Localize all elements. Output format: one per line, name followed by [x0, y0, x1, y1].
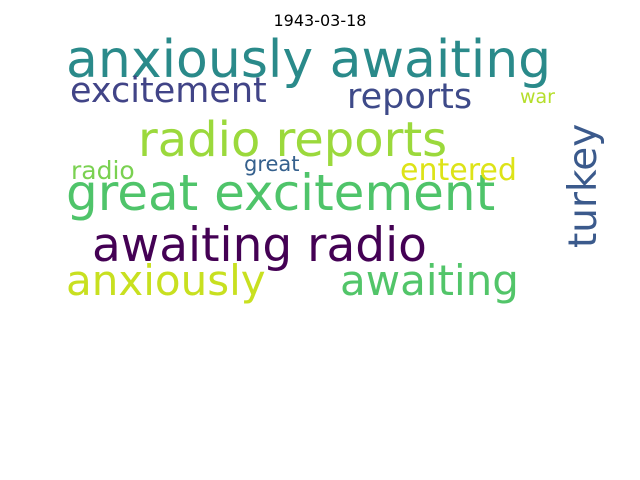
cloud-word: radio [71, 156, 135, 185]
page-title: 1943-03-18 [273, 11, 367, 30]
cloud-word: war [520, 86, 555, 108]
cloud-word: reports [347, 77, 473, 117]
cloud-word: excitement [70, 71, 267, 111]
cloud-word: turkey [561, 123, 606, 248]
cloud-word: awaiting [340, 256, 519, 305]
cloud-word: awaiting radio [92, 218, 427, 273]
cloud-word: great [244, 152, 300, 176]
cloud-word: anxiously awaiting [66, 30, 552, 90]
cloud-word: anxiously [66, 256, 266, 305]
cloud-word: radio reports [138, 112, 448, 168]
cloud-word: entered [400, 153, 517, 188]
cloud-word: great excitement [66, 164, 496, 222]
